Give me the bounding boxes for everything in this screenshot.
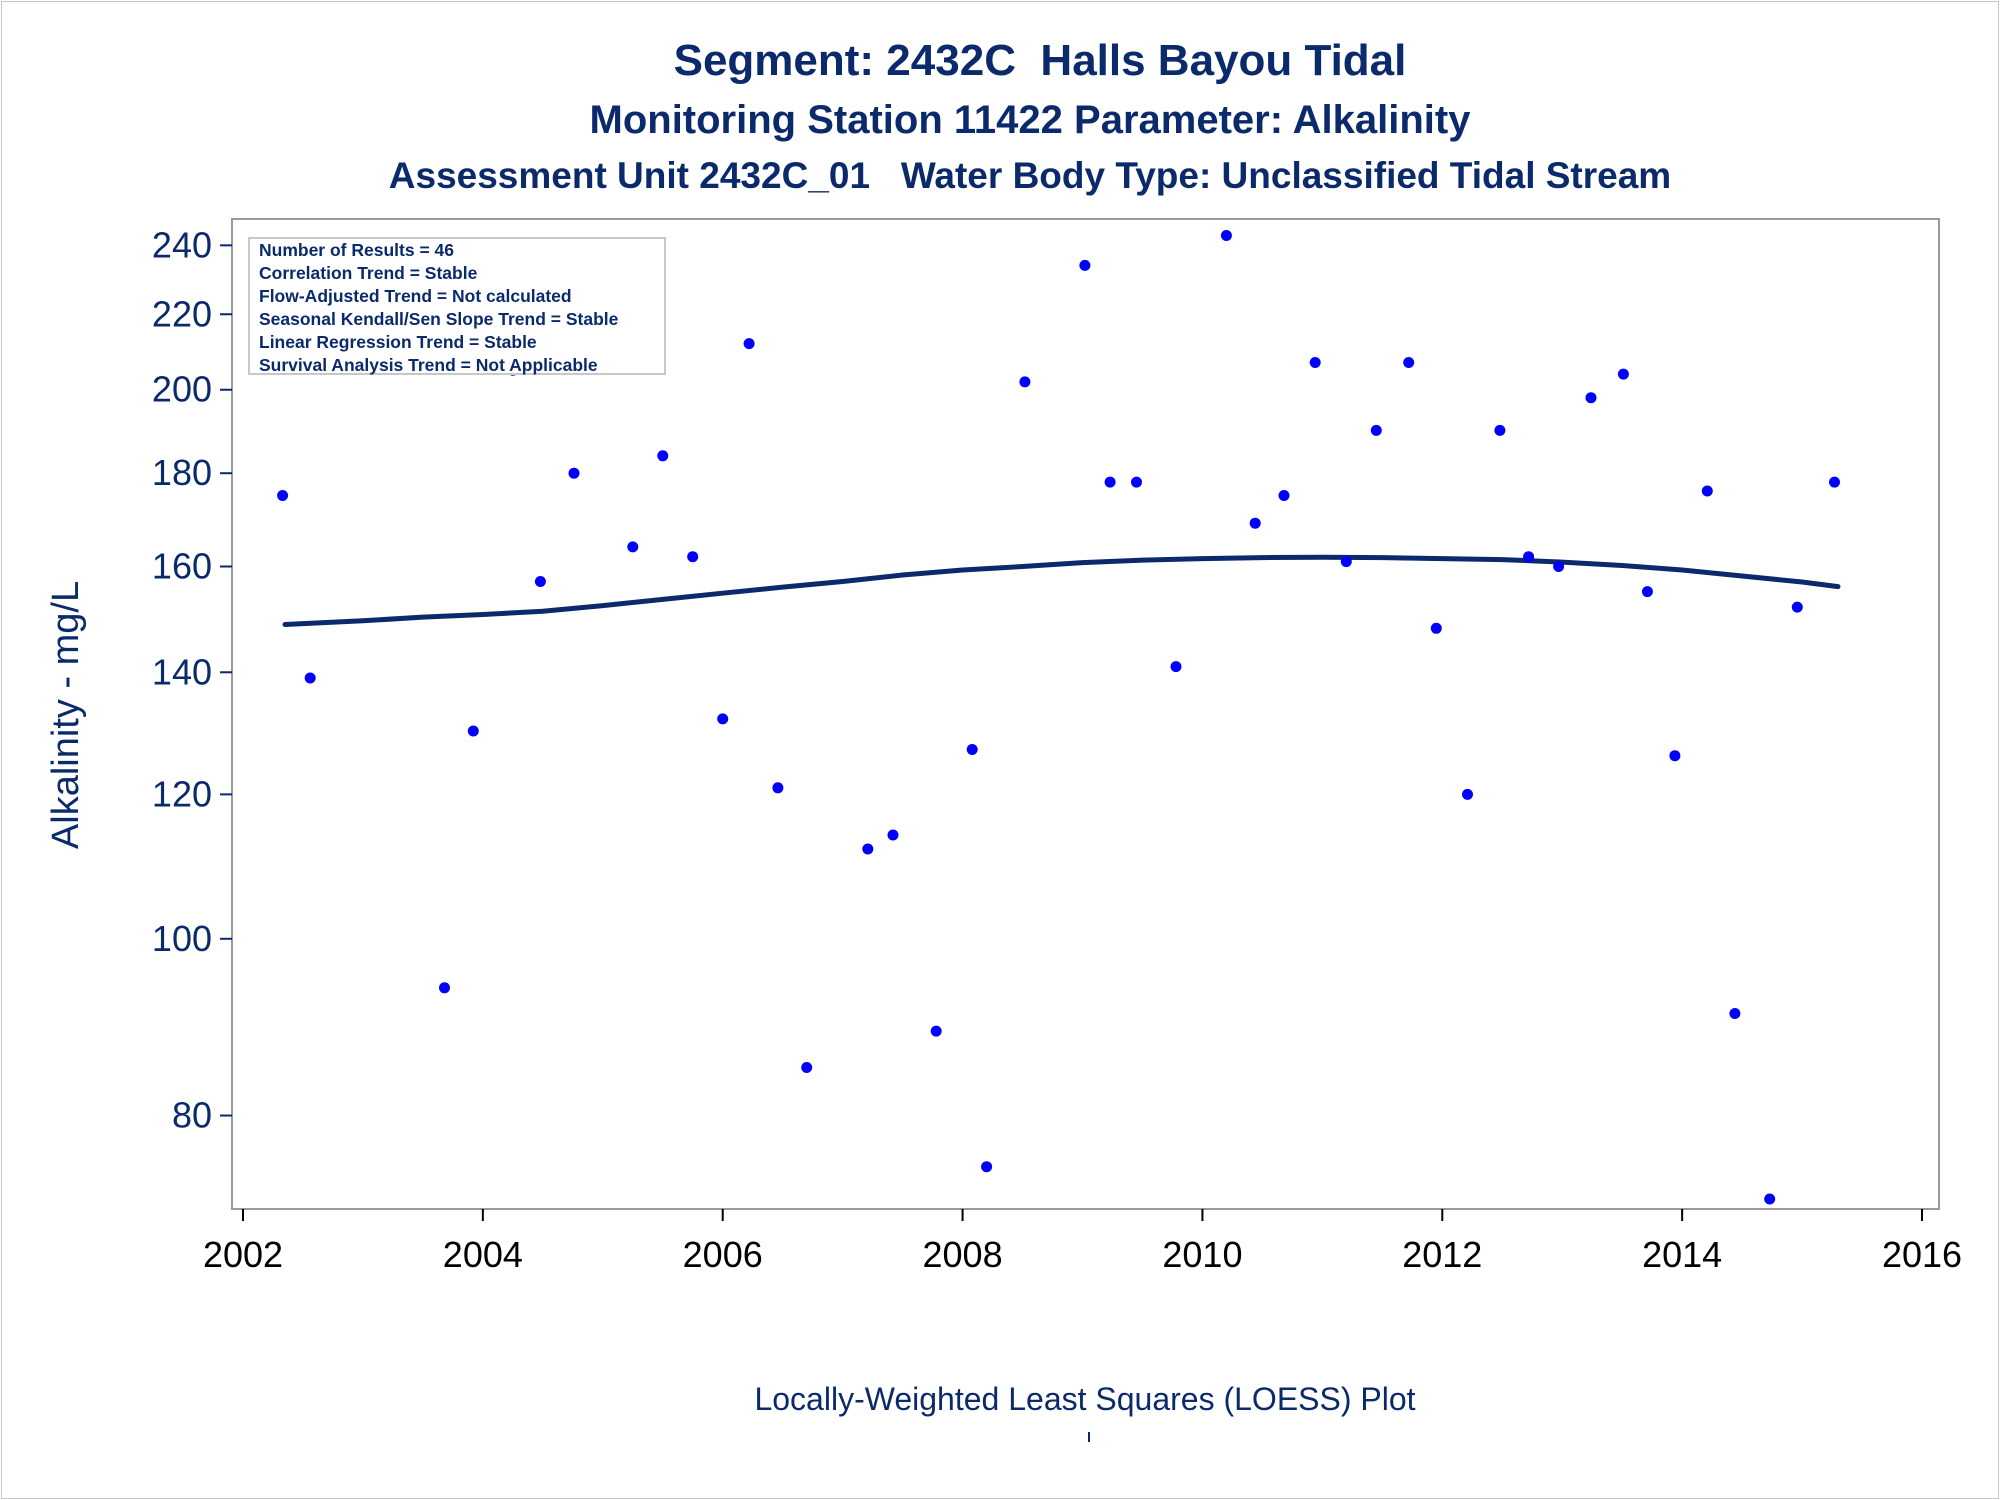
data-point: [1617, 368, 1629, 380]
x-tick-label-2002: 2002: [203, 1234, 283, 1275]
data-point: [743, 338, 755, 350]
stat-correlation-trend: Correlation Trend = Stable: [259, 263, 478, 283]
stat-survival-analysis-trend: Survival Analysis Trend = Not Applicable: [259, 355, 598, 375]
footnote-mark: [1088, 1432, 1090, 1442]
plot-frame: [231, 218, 1940, 1210]
chart-subtitle: Monitoring Station 11422 Parameter: Alka…: [589, 98, 1471, 142]
y-tick-label-180: 180: [152, 452, 212, 493]
data-point: [1462, 788, 1473, 800]
data-point: [1079, 259, 1091, 271]
data-point: [862, 843, 874, 855]
chart-title: Segment: 2432C Halls Bayou Tidal: [673, 36, 1407, 85]
stat-seasonal-kendall-trend: Seasonal Kendall/Sen Slope Trend = Stabl…: [259, 309, 619, 329]
data-point: [1829, 476, 1840, 488]
data-point: [1729, 1008, 1741, 1019]
data-point: [1309, 357, 1321, 368]
data-point: [981, 1161, 993, 1173]
y-axis-label: Alkalinity - mg/L: [45, 581, 87, 849]
footnote: Locally-Weighted Least Squares (LOESS) P…: [754, 1381, 1416, 1417]
data-point: [1340, 556, 1352, 568]
data-point: [1220, 230, 1232, 241]
y-tick-label-220: 220: [152, 293, 212, 334]
data-point: [439, 982, 450, 994]
data-point: [467, 725, 479, 737]
data-point: [1585, 392, 1597, 404]
data-point: [1494, 424, 1506, 436]
x-tick-label-2004: 2004: [443, 1234, 523, 1275]
statistics-box: Number of Results = 46 Correlation Trend…: [248, 237, 666, 375]
loess-curve-group: [282, 554, 1841, 627]
data-point: [534, 576, 546, 587]
data-point: [1170, 661, 1182, 673]
x-tick-label-2006: 2006: [683, 1234, 763, 1275]
y-tick-label-140: 140: [152, 651, 212, 692]
y-tick-label-200: 200: [152, 369, 212, 410]
data-point: [966, 744, 978, 755]
y-tick-label-160: 160: [152, 546, 212, 587]
data-point: [1131, 476, 1142, 488]
x-axis: 2002 2004 2006 2008 2010 2012 2014 2016: [203, 1209, 1962, 1275]
data-point: [304, 672, 316, 684]
data-point: [1249, 517, 1261, 529]
data-point: [1430, 622, 1442, 634]
stat-flow-adjusted-trend: Flow-Adjusted Trend = Not calculated: [259, 286, 572, 306]
data-point: [1104, 476, 1116, 488]
x-tick-label-2014: 2014: [1642, 1234, 1722, 1275]
data-point: [568, 467, 580, 479]
loess-line: [282, 554, 1841, 627]
data-point: [1553, 561, 1565, 572]
y-tick-label-100: 100: [152, 918, 212, 959]
data-point: [277, 490, 289, 501]
data-point: [1523, 551, 1535, 563]
y-tick-label-80: 80: [172, 1095, 212, 1136]
data-point: [930, 1025, 942, 1037]
stat-linear-regression-trend: Linear Regression Trend = Stable: [259, 332, 537, 352]
stat-number-of-results: Number of Results = 46: [259, 240, 454, 260]
data-point: [627, 541, 639, 553]
x-tick-label-2012: 2012: [1402, 1234, 1482, 1275]
data-point: [1764, 1193, 1776, 1205]
data-point: [717, 713, 729, 725]
data-point: [687, 551, 699, 563]
y-tick-label-120: 120: [152, 773, 212, 814]
y-axis: 80 100 120 140 160 180 200 220 240: [152, 224, 232, 1136]
data-point: [772, 782, 784, 794]
x-tick-label-2016: 2016: [1882, 1234, 1962, 1275]
data-point: [1370, 424, 1382, 436]
data-point: [1403, 357, 1415, 368]
x-tick-label-2010: 2010: [1162, 1234, 1242, 1275]
x-tick-label-2008: 2008: [923, 1234, 1003, 1275]
data-point: [887, 829, 899, 841]
y-tick-label-240: 240: [152, 224, 212, 265]
data-point: [1701, 485, 1713, 497]
data-point: [657, 450, 669, 462]
chart-subtitle-2: Assessment Unit 2432C_01 Water Body Type…: [388, 155, 1672, 196]
data-point: [1278, 490, 1290, 501]
data-point: [801, 1062, 813, 1073]
data-point: [1641, 586, 1653, 598]
data-point: [1019, 376, 1031, 388]
data-point: [1791, 601, 1803, 613]
data-point: [1669, 750, 1681, 762]
